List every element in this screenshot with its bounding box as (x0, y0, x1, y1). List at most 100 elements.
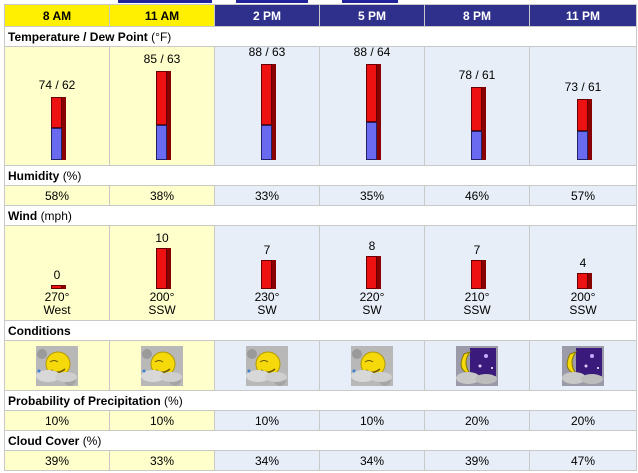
cloud-section-header: Cloud Cover (%) (4, 430, 637, 451)
temperature-label: 78 / 61 (458, 68, 496, 82)
conditions-section-header: Conditions (4, 320, 637, 341)
cloud-row: 39% 33% 34% 34% 39% 47% (4, 450, 637, 471)
wind-direction-label: West (43, 303, 71, 317)
wind-speed-bar-side (272, 260, 276, 289)
wind-speed-bar-fill (51, 285, 62, 289)
temperature-bar (471, 87, 486, 160)
wind-direction-label: SW (362, 303, 382, 317)
wind-direction-label: SSW (569, 303, 597, 317)
wind-speed-bar (51, 285, 66, 289)
wind-cell: 7 210° SSW (425, 226, 529, 320)
humidity-value: 58% (4, 185, 110, 206)
wind-speed-bar-fill (366, 256, 377, 289)
temperature-bar-side (62, 97, 66, 160)
top-tab-5pm (342, 0, 398, 3)
temperature-label: 74 / 62 (38, 78, 76, 92)
humidity-unit: (%) (62, 168, 82, 183)
cloud-value: 33% (109, 450, 215, 471)
humidity-value: 38% (109, 185, 215, 206)
dewpoint-bar-fill (261, 125, 272, 160)
humidity-value: 57% (529, 185, 637, 206)
temperature-bar (51, 97, 66, 160)
cloud-unit: (%) (82, 433, 102, 448)
time-header-8pm: 8 PM (424, 4, 530, 27)
wind-degrees-label: 210° (464, 290, 490, 304)
precipitation-row: 10% 10% 10% 10% 20% 20% (4, 410, 637, 431)
forecast-table: 8 AM 11 AM 2 PM 5 PM 8 PM 11 PM Temperat… (4, 4, 637, 471)
temperature-unit: (°F) (151, 29, 172, 44)
temperature-label: 88 / 63 (248, 45, 286, 59)
humidity-section-header: Humidity (%) (4, 165, 637, 186)
wind-speed-bar (366, 256, 381, 289)
temperature-bar-fill (577, 99, 588, 131)
wind-speed-label: 8 (368, 239, 376, 253)
precipitation-value: 20% (424, 410, 530, 431)
temperature-bar-fill (261, 64, 272, 125)
humidity-value: 35% (319, 185, 425, 206)
precipitation-value: 10% (109, 410, 215, 431)
temperature-bar-side (272, 64, 276, 160)
partly-cloudy-day-icon (141, 345, 183, 386)
temp-cell: 78 / 61 (425, 47, 529, 165)
temperature-bar (577, 99, 592, 160)
wind-cell: 7 230° SW (215, 226, 319, 320)
temperature-bar-side (482, 87, 486, 160)
temp-cell: 74 / 62 (5, 47, 109, 165)
precipitation-value: 20% (529, 410, 637, 431)
time-header-11pm: 11 PM (529, 4, 637, 27)
wind-section-header: Wind (mph) (4, 205, 637, 226)
wind-direction-label: SSW (463, 303, 491, 317)
wind-row: 0 270° West 10 200° SSW 7 230° SW 8 220° SW 7 210… (4, 225, 637, 321)
wind-speed-bar-side (377, 256, 381, 289)
wind-speed-bar-side (482, 260, 486, 289)
humidity-title: Humidity (8, 168, 60, 183)
cloud-value: 47% (529, 450, 637, 471)
wind-speed-bar-side (588, 273, 592, 289)
temp-cell: 88 / 64 (320, 45, 424, 165)
wind-speed-bar (261, 260, 276, 289)
conditions-title: Conditions (8, 323, 71, 338)
wind-speed-bar (471, 260, 486, 289)
wind-unit: (mph) (40, 208, 72, 223)
wind-speed-bar-fill (156, 248, 167, 289)
temperature-bar-fill (471, 87, 482, 131)
cloud-value: 34% (319, 450, 425, 471)
temperature-bar (156, 71, 171, 160)
dewpoint-bar-fill (51, 128, 62, 160)
temp-cell: 88 / 63 (215, 45, 319, 165)
temperature-label: 88 / 64 (353, 45, 391, 59)
temperature-bar-side (377, 64, 381, 160)
temperature-label: 73 / 61 (564, 80, 602, 94)
partly-cloudy-day-icon (36, 345, 78, 386)
time-header-row: 8 AM 11 AM 2 PM 5 PM 8 PM 11 PM (4, 4, 637, 27)
wind-degrees-label: 200° (149, 290, 175, 304)
dewpoint-bar-fill (577, 131, 588, 160)
wind-speed-bar (577, 273, 592, 289)
wind-speed-bar-side (167, 248, 171, 289)
cloud-title: Cloud Cover (8, 433, 80, 448)
precipitation-value: 10% (214, 410, 320, 431)
partly-cloudy-night-icon (456, 345, 498, 386)
temperature-row: 74 / 62 85 / 63 88 / 63 88 / 64 78 / 61 … (4, 45, 637, 166)
temperature-bar-fill (366, 64, 377, 122)
temperature-bar-fill (51, 97, 62, 128)
top-strip (0, 0, 638, 4)
wind-degrees-label: 270° (44, 290, 70, 304)
precipitation-title: Probability of Precipitation (8, 393, 161, 408)
time-header-8am: 8 AM (4, 4, 110, 27)
temperature-bar-side (588, 99, 592, 160)
temperature-bar (261, 64, 276, 160)
wind-speed-bar-fill (471, 260, 482, 289)
cloud-value: 39% (424, 450, 530, 471)
precipitation-value: 10% (4, 410, 110, 431)
temperature-title: Temperature / Dew Point (8, 29, 148, 44)
wind-speed-bar-fill (577, 273, 588, 289)
wind-direction-label: SSW (148, 303, 176, 317)
wind-cell: 8 220° SW (320, 226, 424, 320)
wind-speed-bar (156, 248, 171, 289)
wind-speed-label: 4 (579, 256, 587, 270)
dewpoint-bar-fill (366, 122, 377, 160)
temp-cell: 73 / 61 (530, 47, 636, 165)
wind-direction-label: SW (257, 303, 277, 317)
temp-cell: 85 / 63 (110, 47, 214, 165)
